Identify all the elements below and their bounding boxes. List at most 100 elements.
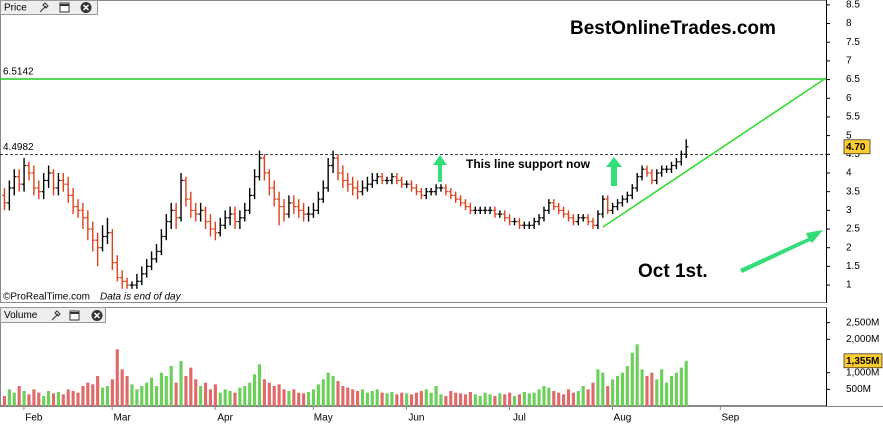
volume-bar xyxy=(405,393,409,406)
volume-bar xyxy=(120,369,124,406)
volume-bar xyxy=(130,384,134,406)
volume-bar xyxy=(390,392,394,406)
volume-bar xyxy=(517,394,522,406)
volume-bar xyxy=(400,392,404,406)
volume-bar xyxy=(444,396,448,406)
wrench-icon[interactable] xyxy=(39,2,49,13)
trend-line xyxy=(602,77,827,228)
volume-bar xyxy=(424,389,428,406)
volume-bar xyxy=(356,391,360,406)
window-icon[interactable] xyxy=(59,2,70,13)
volume-bar xyxy=(365,392,369,406)
volume-bar xyxy=(640,369,644,406)
volume-bar xyxy=(96,376,100,406)
volume-bar xyxy=(199,386,203,406)
volume-bar xyxy=(233,392,237,406)
volume-bar xyxy=(316,384,320,406)
volume-bar xyxy=(100,387,105,406)
window-icon[interactable] xyxy=(69,310,80,321)
y-tick-label: 6 xyxy=(846,93,852,104)
volume-bar xyxy=(508,392,512,406)
volume-bar xyxy=(522,392,526,406)
volume-bar xyxy=(419,391,423,406)
volume-bar xyxy=(66,389,70,406)
volume-bar xyxy=(434,386,438,406)
volume-bar xyxy=(336,381,340,406)
callout: Oct 1st. xyxy=(638,261,708,282)
credit: ©ProRealTime.com xyxy=(3,292,90,303)
volume-bar xyxy=(302,393,306,406)
volume-bar xyxy=(601,372,605,406)
volume-bar xyxy=(7,389,11,406)
volume-bar xyxy=(380,392,384,406)
volume-bar xyxy=(37,392,41,406)
volume-bar xyxy=(42,396,46,406)
arrows xyxy=(433,155,823,273)
y-tick-label: 4.5 xyxy=(846,149,860,160)
volume-bar xyxy=(248,382,252,406)
volume-bar xyxy=(351,389,355,406)
volume-bar xyxy=(650,372,654,406)
volume-bar xyxy=(395,394,399,406)
volume-bar xyxy=(488,394,492,406)
volume-bar xyxy=(473,394,477,406)
volume-bar xyxy=(76,392,80,406)
volume-bar xyxy=(2,396,7,406)
volume-bar xyxy=(110,379,114,406)
volume-bar xyxy=(414,392,419,406)
volume-bar xyxy=(552,391,556,406)
volume-bar xyxy=(61,394,65,406)
volume-bar xyxy=(478,396,482,406)
x-tick-label: Jul xyxy=(513,413,526,424)
volume-bar xyxy=(27,394,31,406)
y-tick-label: 2,000M xyxy=(846,334,879,345)
volume-bar xyxy=(267,382,271,406)
panel-title: Price xyxy=(4,3,27,14)
volume-bar xyxy=(203,382,208,406)
volume-bar xyxy=(346,387,350,406)
volume-bar xyxy=(625,366,629,406)
volume-bar xyxy=(297,392,301,406)
volume-bar xyxy=(537,389,541,406)
volume-bar xyxy=(370,391,374,406)
volume-bar xyxy=(532,392,536,406)
volume-bar xyxy=(596,369,600,406)
volume-bar xyxy=(591,382,595,406)
y-tick-label: 500M xyxy=(846,384,871,395)
volume-bar xyxy=(282,389,286,406)
close-icon-x xyxy=(82,4,90,11)
volume-bar xyxy=(223,389,227,406)
volume-bar xyxy=(154,386,159,406)
volume-bar xyxy=(360,389,365,406)
y-tick-label: 6.5 xyxy=(846,74,860,85)
volume-bar xyxy=(135,389,139,406)
x-tick-label: May xyxy=(314,413,333,424)
y-tick-label: 4 xyxy=(846,168,852,179)
volume-bar xyxy=(439,394,443,406)
volume-bar xyxy=(150,377,154,406)
volume-bar xyxy=(47,391,51,406)
volume-bar xyxy=(586,389,590,406)
volume-bar xyxy=(645,376,649,406)
level-label: 4.4982 xyxy=(3,142,34,153)
volume-bar xyxy=(635,344,639,406)
volume-header: Volume xyxy=(0,307,106,323)
y-tick-label: 3 xyxy=(846,205,852,216)
volume-bar xyxy=(292,389,296,406)
volume-bar xyxy=(463,394,468,406)
volume-bar xyxy=(306,392,311,406)
volume-bar xyxy=(228,391,232,406)
volume-bar xyxy=(611,379,615,406)
volume-bar xyxy=(159,372,163,406)
volume-bar xyxy=(169,366,173,406)
volume-bar xyxy=(566,389,571,406)
volume-bar xyxy=(321,379,325,406)
y-tick-label: 5 xyxy=(846,130,852,141)
y-tick-label: 1 xyxy=(846,280,852,291)
wrench-icon[interactable] xyxy=(51,310,61,321)
volume-bar xyxy=(174,382,178,406)
volume-bar xyxy=(660,369,664,406)
